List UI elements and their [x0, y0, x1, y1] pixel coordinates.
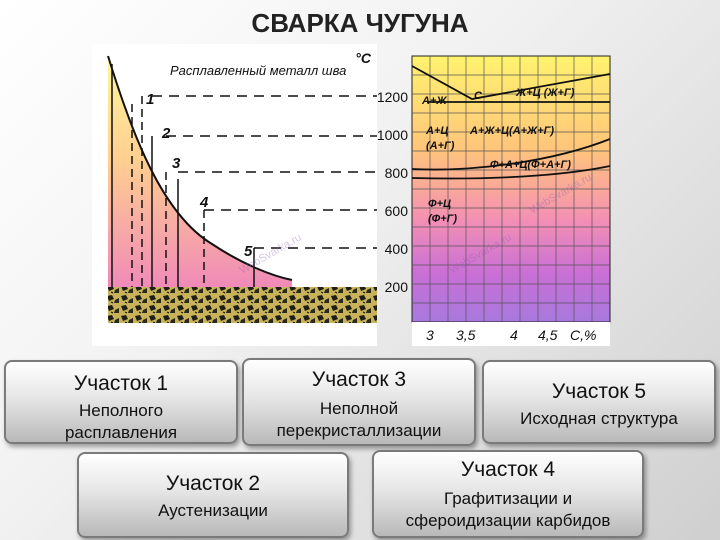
zone-2-description-line1: Аустенизации: [158, 501, 268, 520]
temperature-curve: [107, 55, 293, 281]
phase-c: С: [474, 90, 483, 102]
unit-label: °C: [355, 50, 372, 66]
tick-400: 400: [385, 241, 409, 257]
welding-zones-diagram: Расплавленный металл шва 1 2 3 4 5 °C 12…: [92, 44, 622, 346]
tick-800: 800: [385, 165, 409, 181]
tick-600: 600: [385, 203, 409, 219]
zone-number-5: 5: [244, 243, 253, 260]
zone-3-heading: Участок 3: [311, 368, 407, 391]
zone-1-description-line1: Неполного: [78, 401, 164, 420]
zone-5-description-line1: Исходная структура: [520, 409, 678, 428]
temperature-tick-labels: 1200 1000 800 600 400 200: [377, 89, 408, 295]
grain-structure-strip: [108, 287, 377, 323]
tick-1200: 1200: [377, 89, 408, 105]
phase-a-c: А+Ц: [425, 125, 448, 137]
zone-2-heading: Участок 2: [165, 472, 261, 495]
zone-number-1: 1: [146, 91, 154, 108]
isotherm-lines: [152, 95, 377, 249]
phase-a-g: (А+Г): [426, 140, 455, 152]
zone-4-heading: Участок 4: [460, 458, 556, 481]
phase-zh-c: Ж+Ц (Ж+Г): [515, 87, 575, 99]
diagram-svg: Расплавленный металл шва 1 2 3 4 5 °C 12…: [92, 44, 611, 346]
phase-boundaries: [411, 65, 611, 180]
zone-4-description-line2: сфероидизации карбидов: [405, 511, 611, 530]
phase-labels: А+Ж С Ж+Ц (Ж+Г) А+Ц (А+Г) А+Ж+Ц(А+Ж+Г) Ф…: [421, 87, 575, 225]
zone-number-labels: 1 2 3 4 5: [146, 91, 253, 260]
carbon-tick-3-5: 3,5: [456, 327, 476, 343]
carbon-tick-labels: 3 3,5 4 4,5 C,%: [426, 327, 596, 343]
phase-grid: [412, 56, 610, 322]
page-title: СВАРКА ЧУГУНА: [251, 8, 469, 38]
phase-f-c: Ф+Ц: [428, 198, 451, 210]
carbon-axis-label: C,%: [570, 327, 596, 343]
zone-5-heading: Участок 5: [551, 380, 647, 403]
zone-3-description-line2: перекристаллизации: [276, 421, 442, 440]
zone-1-box: Участок 1 Неполного расплавления: [4, 360, 238, 444]
zone-4-description-line1: Графитизации и: [443, 489, 573, 508]
zone-boundaries: [111, 64, 255, 287]
tick-1000: 1000: [377, 127, 408, 143]
phase-f-g: (Ф+Г): [428, 213, 457, 225]
zone-2-box: Участок 2 Аустенизации: [77, 452, 349, 538]
zone-number-4: 4: [199, 194, 209, 211]
carbon-tick-4-5: 4,5: [538, 327, 558, 343]
tick-200: 200: [385, 279, 409, 295]
phase-a-zh-c: А+Ж+Ц(А+Ж+Г): [469, 125, 554, 137]
zone-4-box: Участок 4 Графитизации и сфероидизации к…: [372, 450, 644, 538]
zone-number-2: 2: [161, 125, 171, 142]
phase-f-a-c: Ф+А+Ц(Ф+А+Г): [490, 159, 571, 171]
zone-3-description-line1: Неполной: [319, 399, 399, 418]
carbon-tick-4: 4: [510, 327, 518, 343]
melt-label: Расплавленный металл шва: [170, 63, 346, 78]
zone-5-box: Участок 5 Исходная структура: [482, 360, 716, 444]
zone-3-box: Участок 3 Неполной перекристаллизации: [242, 358, 476, 446]
carbon-tick-3: 3: [426, 327, 434, 343]
heated-zone-area: [108, 56, 292, 287]
zone-number-3: 3: [172, 155, 181, 172]
phase-a-zh: А+Ж: [421, 95, 447, 107]
zone-1-description-line2: расплавления: [64, 423, 178, 442]
zone-1-heading: Участок 1: [73, 372, 169, 395]
